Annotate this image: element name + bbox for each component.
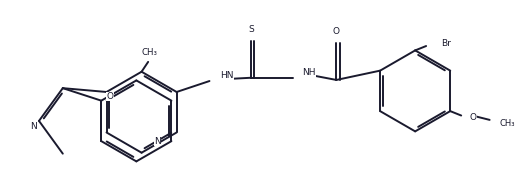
- Text: CH₃: CH₃: [499, 119, 515, 128]
- Text: N: N: [30, 122, 37, 131]
- Text: O: O: [470, 113, 477, 122]
- Text: S: S: [248, 25, 254, 34]
- Text: O: O: [107, 92, 113, 101]
- Text: N: N: [154, 137, 161, 146]
- Text: O: O: [333, 27, 340, 36]
- Text: CH₃: CH₃: [141, 48, 157, 57]
- Text: NH: NH: [303, 68, 316, 77]
- Text: HN: HN: [220, 71, 234, 80]
- Text: Br: Br: [441, 39, 451, 48]
